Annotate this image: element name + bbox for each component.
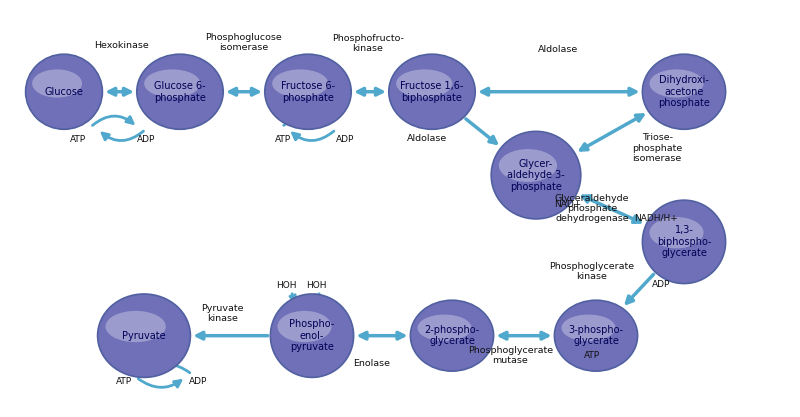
Ellipse shape: [650, 69, 703, 98]
Text: Pyruvate: Pyruvate: [122, 331, 166, 341]
Text: Enolase: Enolase: [353, 359, 390, 368]
Text: ADP: ADP: [652, 280, 670, 289]
Ellipse shape: [642, 200, 726, 284]
Ellipse shape: [642, 54, 726, 129]
Text: Aldolase: Aldolase: [538, 45, 578, 54]
Text: HOH: HOH: [306, 281, 327, 290]
Text: NAD+: NAD+: [554, 200, 582, 209]
Text: Glycer-
aldehyde 3-
phosphate: Glycer- aldehyde 3- phosphate: [507, 158, 565, 192]
Text: Phosphofructo-
kinase: Phosphofructo- kinase: [332, 34, 404, 53]
Text: ATP: ATP: [116, 377, 132, 386]
Text: ATP: ATP: [70, 135, 86, 144]
Text: Fructose 1,6-
biphosphate: Fructose 1,6- biphosphate: [400, 81, 464, 103]
Ellipse shape: [650, 217, 703, 249]
Text: Glucose 6-
phosphate: Glucose 6- phosphate: [154, 81, 206, 103]
Text: Phosphoglycerate
mutase: Phosphoglycerate mutase: [468, 346, 553, 365]
Ellipse shape: [499, 149, 557, 182]
Ellipse shape: [137, 54, 223, 129]
Text: ADP: ADP: [337, 135, 354, 144]
Text: ADP: ADP: [190, 377, 207, 386]
Ellipse shape: [270, 294, 354, 377]
Text: Phosphoglucose
isomerase: Phosphoglucose isomerase: [206, 33, 282, 52]
Ellipse shape: [144, 69, 200, 98]
Text: HOH: HOH: [276, 281, 297, 290]
Ellipse shape: [98, 294, 190, 377]
Text: Triose-
phosphate
isomerase: Triose- phosphate isomerase: [632, 133, 682, 163]
Text: Hexokinase: Hexokinase: [94, 40, 149, 50]
Text: Fructose 6-
phosphate: Fructose 6- phosphate: [281, 81, 335, 103]
Text: ADP: ADP: [138, 135, 155, 144]
Ellipse shape: [562, 314, 615, 341]
Ellipse shape: [272, 69, 328, 98]
Text: ATP: ATP: [275, 135, 291, 144]
Ellipse shape: [32, 69, 82, 98]
Ellipse shape: [26, 54, 102, 129]
Text: Aldolase: Aldolase: [407, 134, 447, 143]
Text: Glyceraldehyde
phosphate
dehydrogenase: Glyceraldehyde phosphate dehydrogenase: [554, 194, 630, 223]
Text: ATP: ATP: [584, 351, 600, 360]
Text: Phospho-
enol-
pyruvate: Phospho- enol- pyruvate: [290, 319, 334, 352]
Ellipse shape: [389, 54, 475, 129]
Ellipse shape: [106, 311, 166, 342]
Ellipse shape: [265, 54, 351, 129]
Text: NADH/H+: NADH/H+: [634, 213, 678, 222]
Ellipse shape: [410, 300, 494, 371]
Text: Glucose: Glucose: [45, 87, 83, 97]
Text: Pyruvate
kinase: Pyruvate kinase: [201, 304, 244, 323]
Ellipse shape: [554, 300, 638, 371]
Ellipse shape: [491, 131, 581, 219]
Text: 1,3-
biphospho-
glycerate: 1,3- biphospho- glycerate: [657, 225, 711, 259]
Ellipse shape: [396, 69, 452, 98]
Text: Phosphoglycerate
kinase: Phosphoglycerate kinase: [550, 262, 634, 281]
Ellipse shape: [418, 314, 471, 341]
Text: 3-phospho-
glycerate: 3-phospho- glycerate: [569, 325, 623, 347]
Text: Dihydroxi-
acetone
phosphate: Dihydroxi- acetone phosphate: [658, 75, 710, 108]
Ellipse shape: [278, 311, 331, 342]
Text: 2-phospho-
glycerate: 2-phospho- glycerate: [424, 325, 480, 347]
